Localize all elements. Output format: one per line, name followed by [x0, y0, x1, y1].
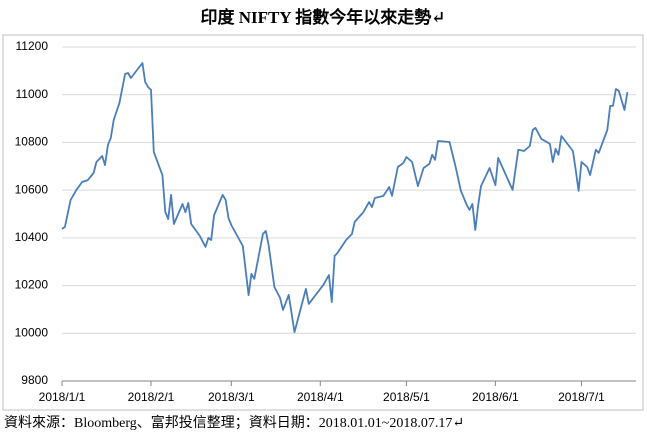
- y-tick-label: 11000: [16, 87, 49, 101]
- line: [61, 62, 629, 333]
- x-tick-label: 2018/2/1: [128, 390, 175, 404]
- x-tick-label: 2018/6/1: [472, 390, 519, 404]
- y-tick-label: 10600: [15, 182, 49, 196]
- x-tick-label: 2018/4/1: [297, 390, 344, 404]
- chart-title: 印度 NIFTY 指數今年以來走勢↵: [200, 7, 445, 27]
- y-tick-label: 10000: [15, 325, 49, 339]
- y-tick-label: 10400: [15, 230, 49, 244]
- chart-border: [2, 34, 644, 411]
- footer: 資料來源：Bloomberg、富邦投信整理；資料日期：2018.01.01~20…: [4, 414, 464, 431]
- y-tick-label: 10800: [15, 135, 49, 149]
- y-tick-label: 10200: [15, 278, 49, 292]
- x-tick-label: 2018/3/1: [208, 390, 255, 404]
- x-tick-label: 2018/1/1: [39, 390, 86, 404]
- x-tick-label: 2018/5/1: [383, 390, 430, 404]
- y-tick-label: 9800: [21, 373, 48, 387]
- x-tick-label: 2018/7/1: [558, 390, 605, 404]
- y-tick-label: 11200: [16, 39, 49, 53]
